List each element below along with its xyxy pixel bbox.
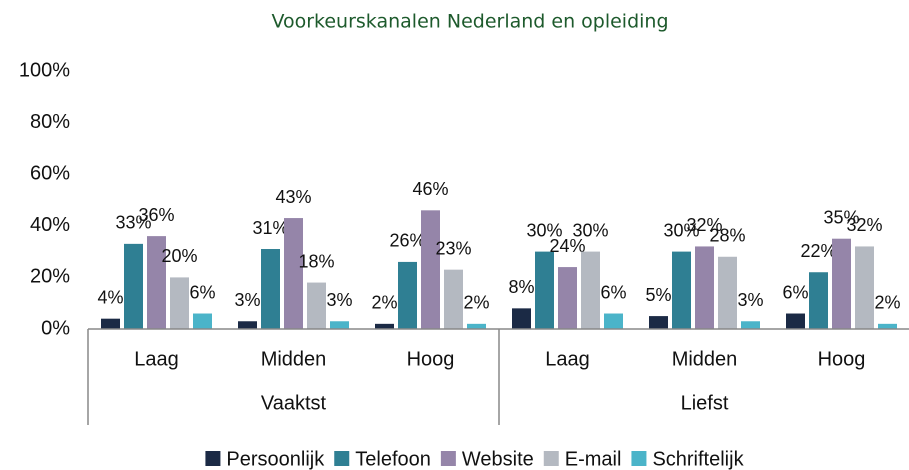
bar <box>421 210 440 329</box>
bar <box>398 261 417 329</box>
y-tick-label: 40% <box>30 214 70 236</box>
bar <box>786 313 805 329</box>
value-label: 8% <box>508 277 534 297</box>
legend-swatch <box>543 451 559 466</box>
bar <box>467 323 486 329</box>
legend-swatch <box>631 451 647 466</box>
y-tick-label: 80% <box>30 111 70 133</box>
value-label: 32% <box>686 215 722 235</box>
value-label: 36% <box>138 205 174 225</box>
y-tick-label: 60% <box>30 162 70 184</box>
value-label: 20% <box>161 246 197 266</box>
bar <box>101 318 120 329</box>
bar <box>170 277 189 329</box>
value-label: 24% <box>549 236 585 256</box>
value-label: 30% <box>572 220 608 240</box>
x-tick-label: Midden <box>261 348 327 370</box>
bar <box>261 249 280 329</box>
bar <box>581 251 600 329</box>
value-label: 4% <box>97 287 123 307</box>
bar <box>855 246 874 329</box>
value-label: 2% <box>463 293 489 313</box>
bar <box>604 313 623 329</box>
value-label: 32% <box>846 215 882 235</box>
bar <box>330 321 349 329</box>
bar <box>741 321 760 329</box>
bar <box>672 251 691 329</box>
legend-swatch <box>205 451 221 466</box>
bar <box>444 269 463 329</box>
legend-label: Telefoon <box>355 448 431 470</box>
bar <box>649 316 668 329</box>
value-label: 31% <box>252 218 288 238</box>
value-label: 30% <box>663 220 699 240</box>
bar <box>878 323 897 329</box>
value-label: 22% <box>800 241 836 261</box>
x-tick-label: Hoog <box>407 348 455 370</box>
bar <box>718 256 737 329</box>
bar <box>375 323 394 329</box>
bar <box>238 321 257 329</box>
bar <box>307 282 326 329</box>
value-label: 6% <box>782 282 808 302</box>
value-label: 30% <box>526 220 562 240</box>
legend-label: Schriftelijk <box>652 448 744 470</box>
value-label: 33% <box>115 213 151 233</box>
value-label: 3% <box>737 290 763 310</box>
value-label: 3% <box>234 290 260 310</box>
legend-label: E-mail <box>565 448 622 470</box>
value-label: 26% <box>389 231 425 251</box>
value-label: 23% <box>435 238 471 258</box>
bar <box>535 251 554 329</box>
bar <box>832 238 851 329</box>
legend-swatch <box>440 451 456 466</box>
value-label: 2% <box>371 293 397 313</box>
x-tick-label: Midden <box>672 348 738 370</box>
value-label: 6% <box>189 282 215 302</box>
bar <box>809 272 828 329</box>
bar <box>284 218 303 329</box>
value-label: 28% <box>709 226 745 246</box>
y-tick-label: 100% <box>19 59 70 81</box>
group-label: Liefst <box>681 392 729 414</box>
value-label: 43% <box>275 187 311 207</box>
chart-title: Voorkeurskanalen Nederland en opleiding <box>271 11 668 33</box>
x-tick-label: Laag <box>134 348 179 370</box>
x-tick-label: Hoog <box>818 348 866 370</box>
value-label: 5% <box>645 285 671 305</box>
group-label: Vaaktst <box>261 392 327 414</box>
legend-swatch <box>334 451 350 466</box>
value-label: 2% <box>874 293 900 313</box>
bar <box>147 236 166 329</box>
y-tick-label: 20% <box>30 266 70 288</box>
value-label: 18% <box>298 251 334 271</box>
bar <box>695 246 714 329</box>
value-label: 35% <box>823 207 859 227</box>
bar <box>124 243 143 329</box>
y-tick-label: 0% <box>41 317 70 339</box>
value-label: 3% <box>326 290 352 310</box>
value-label: 46% <box>412 179 448 199</box>
value-label: 6% <box>600 282 626 302</box>
x-tick-label: Laag <box>545 348 590 370</box>
bar <box>558 267 577 329</box>
bar <box>512 308 531 329</box>
bar <box>193 313 212 329</box>
legend-label: Persoonlijk <box>226 448 325 470</box>
legend-label: Website <box>462 448 534 470</box>
